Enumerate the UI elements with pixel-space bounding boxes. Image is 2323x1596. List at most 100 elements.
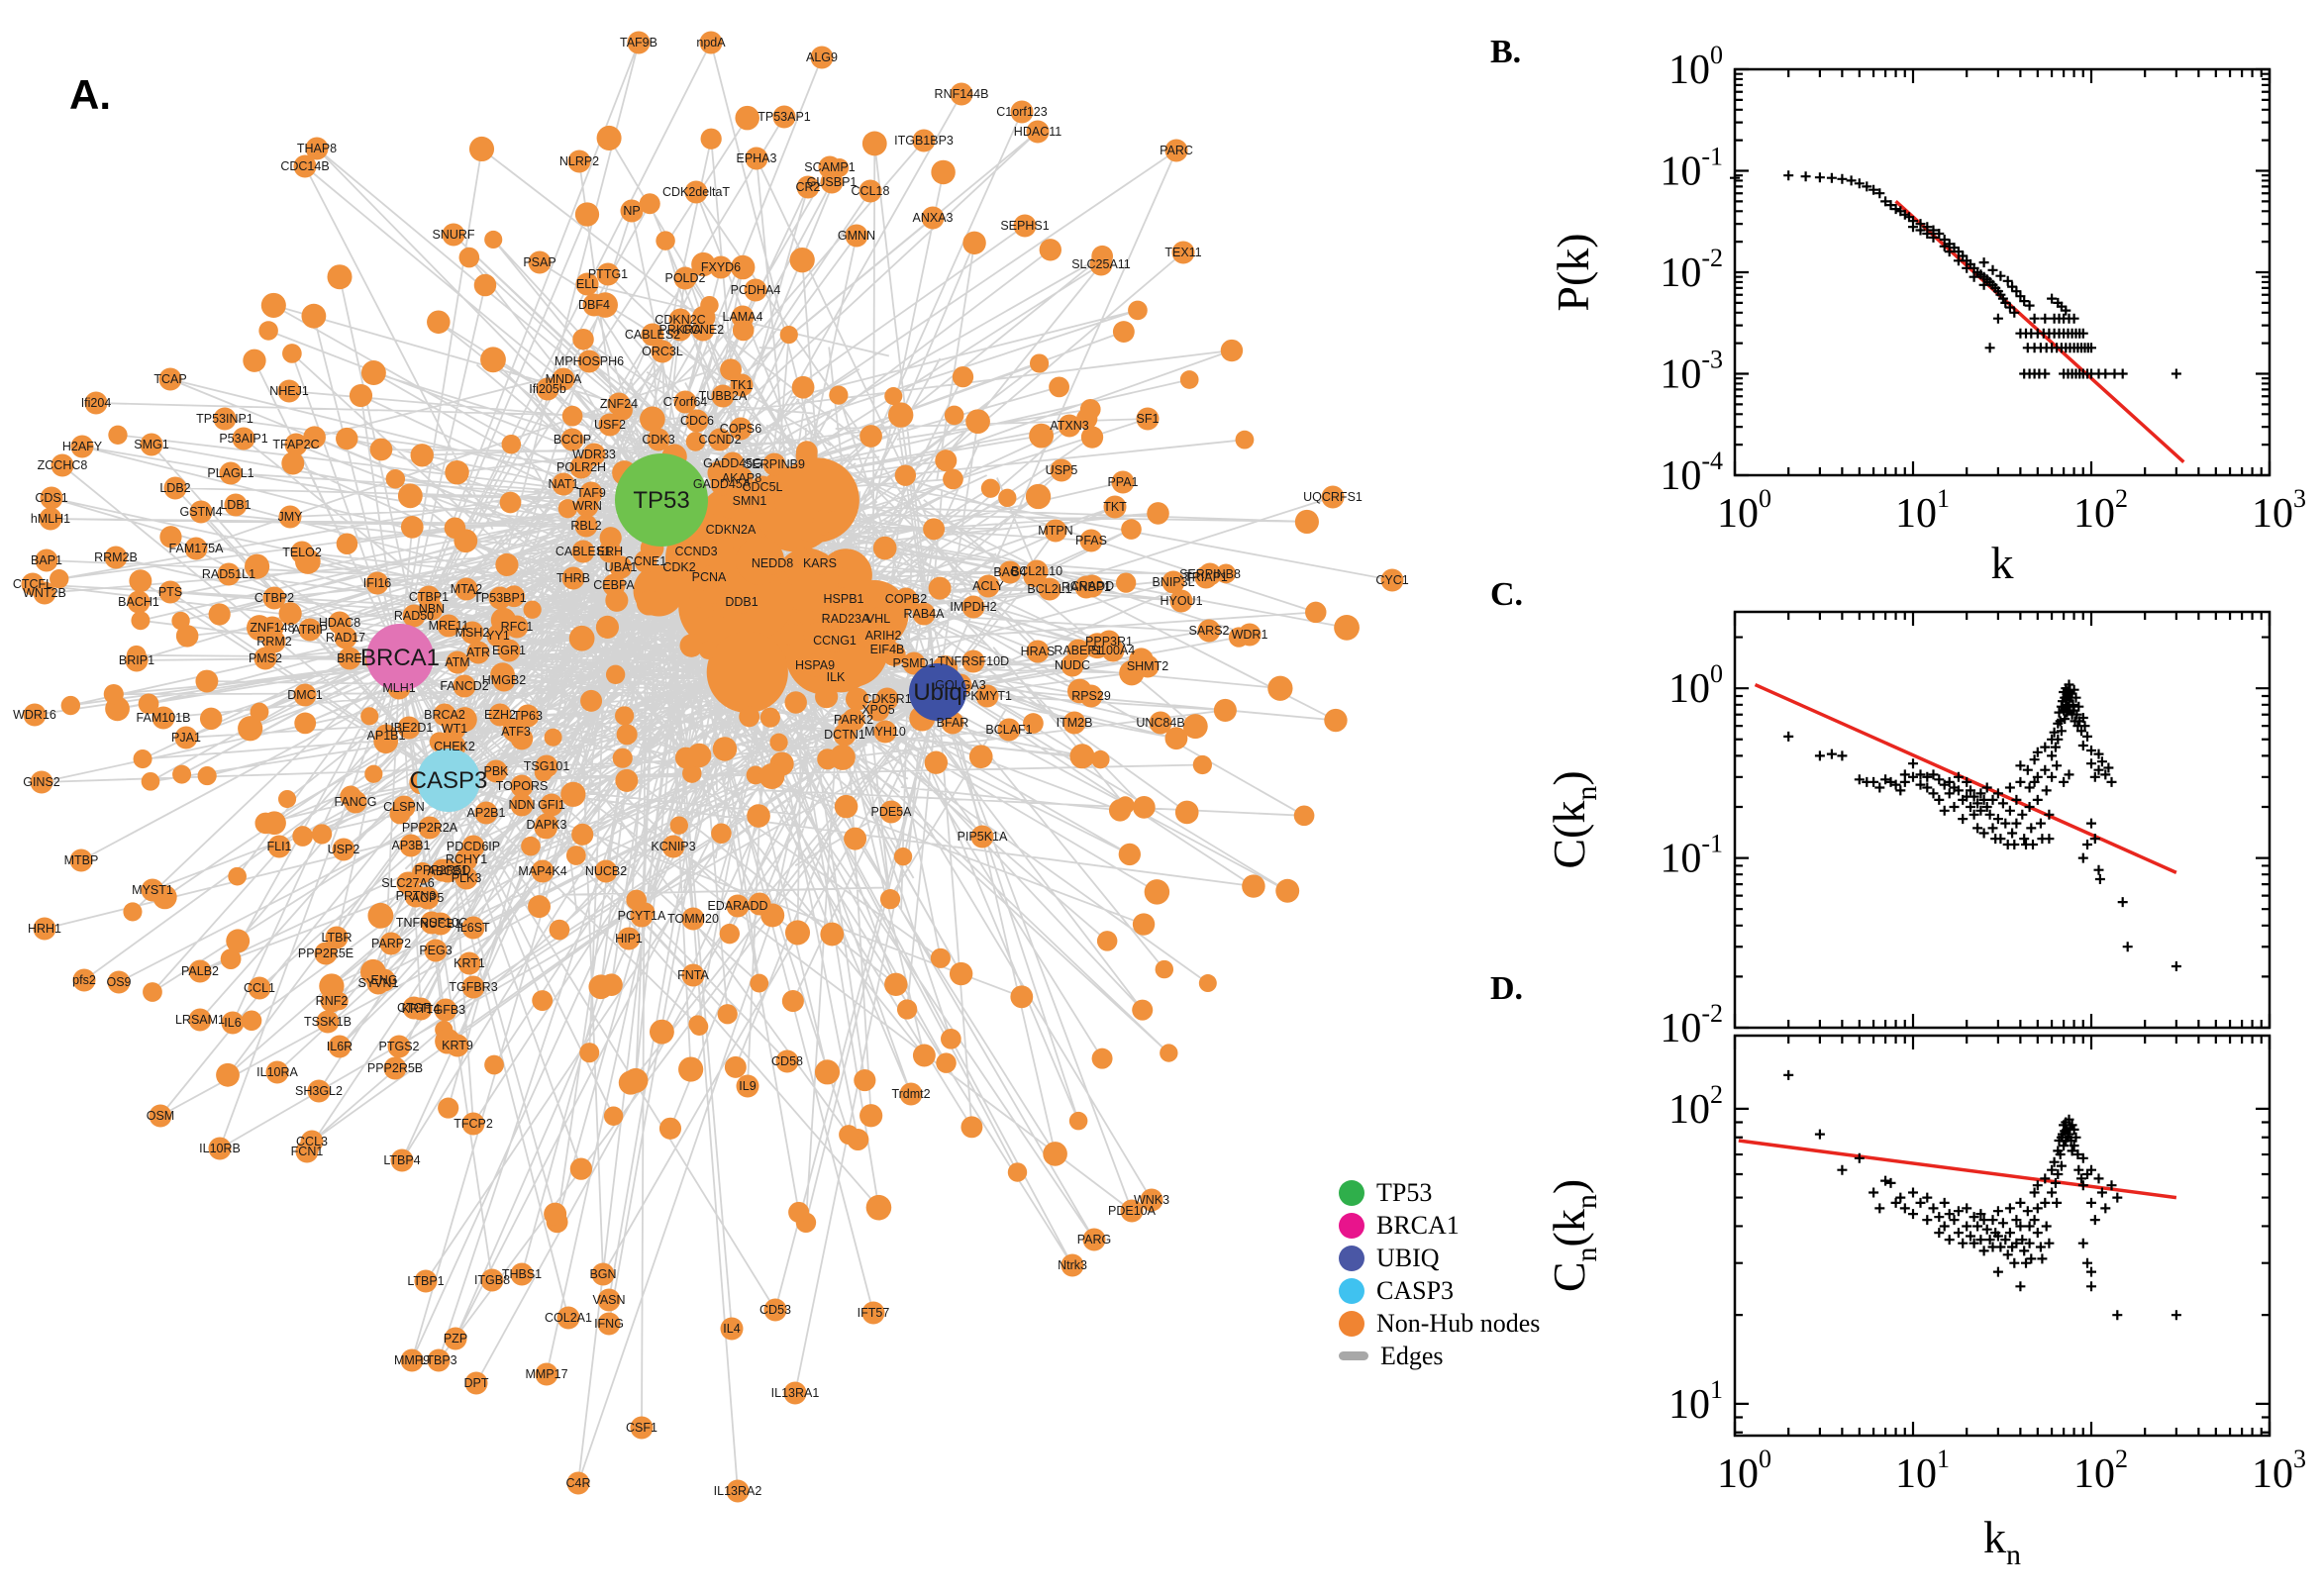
svg-text:TP53INP1: TP53INP1: [196, 412, 253, 426]
svg-text:WDR16: WDR16: [13, 708, 56, 722]
hub-node-brca1: [366, 624, 434, 691]
axis-tick-label: 10-1: [1660, 143, 1723, 195]
svg-text:CABLES1: CABLES1: [556, 545, 611, 558]
svg-text:LRSAM1: LRSAM1: [175, 1013, 225, 1027]
svg-text:NAT1: NAT1: [548, 477, 578, 491]
svg-text:FANCG: FANCG: [334, 795, 376, 809]
svg-text:SHMT2: SHMT2: [1127, 659, 1168, 673]
svg-text:PDE10A: PDE10A: [1108, 1204, 1157, 1218]
axis-tick-label: 10-2: [1660, 244, 1723, 296]
svg-text:PJA1: PJA1: [171, 731, 201, 745]
svg-text:CDC6: CDC6: [680, 414, 714, 428]
svg-text:LAMA4: LAMA4: [723, 310, 763, 324]
svg-text:RFC1: RFC1: [501, 620, 534, 634]
svg-text:PARP2: PARP2: [371, 937, 411, 950]
svg-text:AKAP8: AKAP8: [722, 471, 761, 485]
svg-text:JMY: JMY: [278, 510, 304, 524]
svg-text:PEG3: PEG3: [419, 944, 452, 957]
axis-tick-label: 100: [1717, 484, 1771, 537]
svg-text:MTA2: MTA2: [451, 582, 482, 596]
svg-text:PARG: PARG: [1077, 1233, 1112, 1247]
svg-text:PALB2: PALB2: [181, 964, 219, 978]
svg-text:TNFRSF10D: TNFRSF10D: [938, 654, 1009, 668]
svg-text:NLRP2: NLRP2: [559, 154, 599, 168]
svg-text:PDCD6IP: PDCD6IP: [447, 840, 500, 853]
svg-text:DDB1: DDB1: [725, 595, 758, 609]
svg-text:TP53BP1: TP53BP1: [473, 591, 527, 605]
svg-text:NHEJ1: NHEJ1: [269, 384, 309, 398]
svg-text:TCAP: TCAP: [153, 372, 186, 386]
svg-text:ENG: ENG: [370, 973, 397, 987]
svg-text:MNDA: MNDA: [546, 372, 582, 386]
svg-text:S100A4: S100A4: [1091, 644, 1136, 657]
svg-text:NP: NP: [623, 204, 640, 218]
scatter-points: [1783, 1069, 2181, 1321]
svg-text:TGFB3: TGFB3: [426, 1003, 465, 1017]
svg-text:PPP2R5E: PPP2R5E: [298, 947, 354, 960]
svg-text:IL13RA2: IL13RA2: [714, 1484, 762, 1498]
svg-text:TAF9B: TAF9B: [620, 36, 657, 50]
svg-text:CTCFL: CTCFL: [13, 577, 52, 591]
legend-label: BRCA1: [1376, 1210, 1460, 1240]
svg-text:KRT14: KRT14: [402, 1002, 441, 1016]
fit-line: [1894, 200, 2185, 463]
scatter-points: [1730, 170, 2181, 379]
panel-d-plot: 102 101 100 101 102 103 Cn(kn) kn: [1544, 1034, 2306, 1571]
svg-text:RAD23A: RAD23A: [822, 612, 870, 626]
svg-text:RAD17: RAD17: [326, 631, 365, 645]
svg-text:PDE5A: PDE5A: [871, 805, 913, 819]
svg-text:TAF9: TAF9: [576, 486, 606, 500]
node-swatch-icon: [1339, 1212, 1364, 1239]
svg-text:MTBP: MTBP: [64, 853, 99, 867]
svg-text:HIP1: HIP1: [615, 932, 643, 946]
panel-a-label: A.: [69, 71, 111, 118]
svg-text:MSH2: MSH2: [455, 626, 490, 640]
svg-text:CABLES2: CABLES2: [625, 328, 680, 342]
svg-text:LTBP1: LTBP1: [407, 1274, 444, 1288]
svg-text:ATXN3: ATXN3: [1050, 419, 1088, 433]
svg-text:DAPK3: DAPK3: [527, 818, 567, 832]
svg-text:SCAMP1: SCAMP1: [804, 160, 855, 174]
svg-text:IFI16: IFI16: [363, 576, 392, 590]
axis-tick-label: 102: [1668, 1080, 1723, 1133]
svg-text:IFT57: IFT57: [858, 1306, 890, 1320]
axis-tick-label: 101: [1668, 1375, 1723, 1428]
svg-text:CSF1: CSF1: [626, 1421, 657, 1435]
svg-text:IL9: IL9: [739, 1079, 756, 1093]
svg-text:CCNE1: CCNE1: [625, 554, 666, 568]
svg-text:EPHA3: EPHA3: [737, 151, 777, 165]
svg-text:GSTM4: GSTM4: [179, 505, 222, 519]
svg-text:FXYD6: FXYD6: [701, 260, 741, 274]
svg-text:DMC1: DMC1: [287, 688, 322, 702]
svg-text:CDC14B: CDC14B: [280, 159, 329, 173]
svg-text:RAD50: RAD50: [394, 609, 434, 623]
svg-text:ATRIP: ATRIP: [292, 623, 328, 637]
axis-tick-label: 100: [1717, 1445, 1771, 1497]
svg-text:WNT2B: WNT2B: [23, 586, 66, 600]
svg-text:TP63: TP63: [513, 709, 543, 723]
svg-text:IL4: IL4: [723, 1322, 740, 1336]
svg-text:SERPINB8: SERPINB8: [1179, 567, 1241, 581]
svg-text:GADD45A: GADD45A: [693, 477, 752, 491]
svg-text:hMLH1: hMLH1: [31, 512, 70, 526]
svg-text:GMNN: GMNN: [838, 229, 875, 243]
svg-text:WRN: WRN: [572, 499, 602, 513]
axis-tick-label: 101: [1895, 1445, 1950, 1497]
svg-text:IL10RB: IL10RB: [199, 1142, 241, 1155]
hub-node-tp53: [615, 453, 708, 547]
fit-line: [1738, 1139, 2177, 1200]
svg-text:CCL3: CCL3: [296, 1135, 328, 1148]
svg-text:CEBPA: CEBPA: [593, 578, 635, 592]
hub-node-ubiq: [909, 663, 966, 721]
svg-text:PSAP: PSAP: [523, 255, 556, 269]
svg-text:RRM2: RRM2: [256, 635, 291, 648]
axis-tick-label: 10-3: [1660, 346, 1723, 398]
svg-text:PSMD1: PSMD1: [892, 656, 935, 670]
svg-text:C1orf123: C1orf123: [996, 105, 1047, 119]
svg-text:CHEK2: CHEK2: [434, 740, 475, 753]
svg-text:IL6ST: IL6ST: [456, 921, 490, 935]
svg-text:FCN1: FCN1: [291, 1145, 324, 1158]
svg-text:CASP3: CASP3: [410, 767, 488, 794]
svg-text:GINS2: GINS2: [23, 775, 60, 789]
